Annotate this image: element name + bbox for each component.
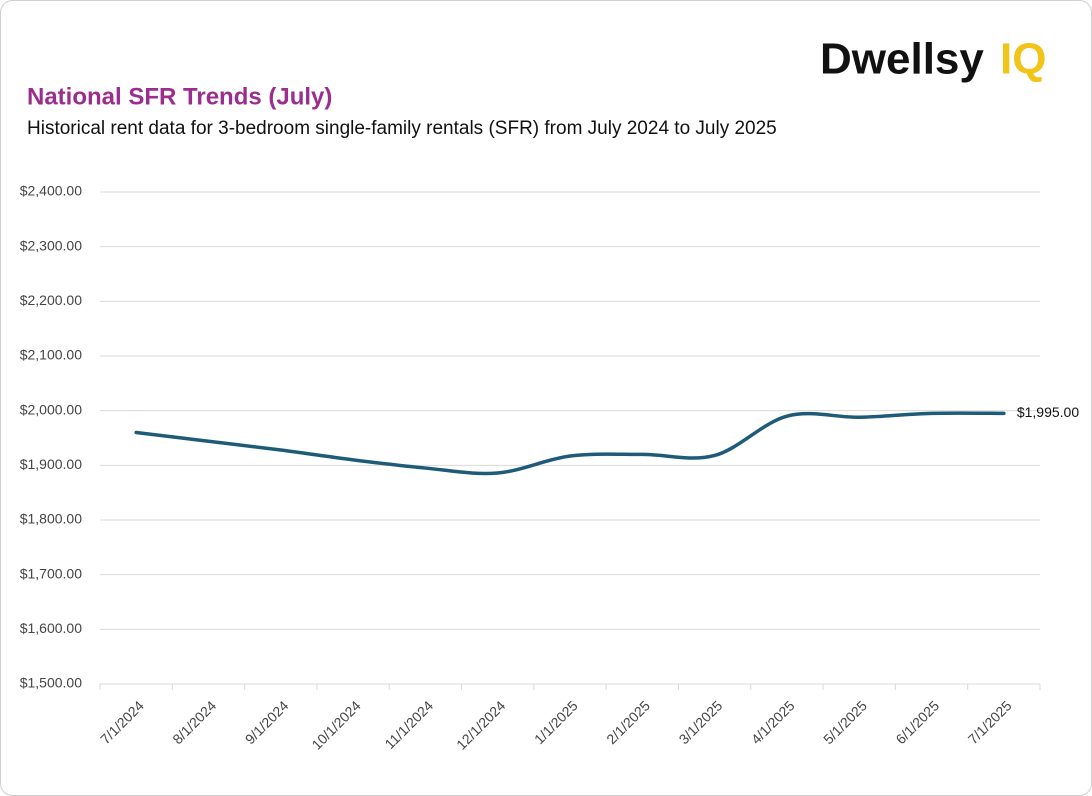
chart-subtitle: Historical rent data for 3-bedroom singl…: [27, 118, 777, 139]
y-tick-label: $2,100.00: [20, 347, 82, 363]
line-series: [134, 411, 1006, 476]
y-tick-label: $1,700.00: [20, 565, 82, 581]
y-tick-label: $2,300.00: [20, 237, 82, 253]
data-label: $1,995.00: [1017, 404, 1079, 420]
y-tick-label: $2,400.00: [20, 183, 82, 199]
chart-title: National SFR Trends (July): [27, 83, 332, 110]
y-tick-label: $2,000.00: [20, 401, 82, 417]
y-tick-label: $2,200.00: [20, 292, 82, 308]
logo-mark: IQ: [1000, 35, 1046, 84]
y-tick-label: $1,800.00: [20, 511, 82, 527]
y-tick-label: $1,600.00: [20, 620, 82, 636]
logo-name: Dwellsy: [820, 35, 984, 84]
y-tick-label: $1,900.00: [20, 456, 82, 472]
y-tick-label: $1,500.00: [20, 675, 82, 691]
